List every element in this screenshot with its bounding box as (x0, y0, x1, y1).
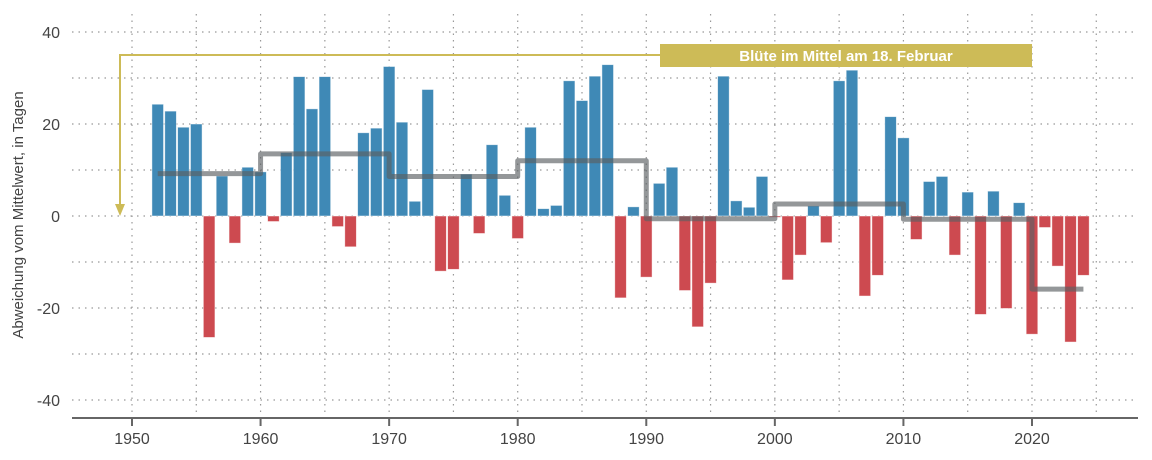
bar-1986 (588, 75, 602, 217)
annotation-label: Blüte im Mittel am 18. Februar (739, 48, 953, 65)
bar-2023 (1064, 215, 1077, 343)
bar-1979 (498, 194, 512, 217)
annotation-arrow-line (119, 54, 660, 206)
bar-1957 (215, 175, 229, 217)
bar-2014 (948, 215, 962, 256)
bar-2012 (922, 181, 936, 217)
bar-1987 (601, 64, 614, 217)
annotation-box (660, 44, 1032, 67)
bar-1978 (485, 144, 499, 217)
bar-1998 (742, 206, 756, 217)
bar-1989 (627, 206, 640, 217)
bar-1984 (562, 80, 576, 217)
bar-2007 (858, 215, 872, 297)
bar-1983 (550, 205, 563, 217)
bar-2008 (871, 215, 884, 276)
x-tick-label: 1950 (114, 431, 150, 448)
bar-2024 (1077, 215, 1090, 276)
bar-2022 (1051, 215, 1064, 267)
decade-mean-line (157, 151, 1084, 292)
bar-1973 (421, 89, 434, 217)
bar-1962 (280, 152, 293, 217)
annotation: Blüte im Mittel am 18. Februar (115, 44, 1032, 216)
x-tick-label: 1980 (500, 431, 536, 448)
bar-1976 (460, 173, 473, 217)
bar-1964 (305, 108, 319, 217)
y-tick-label: 0 (51, 209, 60, 226)
bar-1974 (434, 215, 447, 272)
x-tick-label: 2000 (757, 431, 793, 448)
bar-2006 (845, 69, 859, 217)
bar-1988 (614, 215, 627, 299)
bar-1993 (678, 215, 692, 291)
y-axis-label: Abweichung vom Mittelwert, in Tagen (10, 91, 27, 338)
bar-1977 (472, 215, 486, 234)
bar-1996 (717, 75, 730, 217)
bar-1955 (190, 123, 203, 217)
bar-2011 (910, 215, 923, 240)
y-tick-label: 40 (42, 25, 60, 42)
bar-1963 (292, 76, 306, 217)
bar-2021 (1038, 215, 1052, 228)
bar-2002 (794, 215, 807, 256)
bar-1985 (575, 100, 589, 217)
bar-1956 (202, 215, 216, 338)
bar-1992 (665, 166, 679, 217)
bar-1975 (447, 215, 460, 270)
bar-1999 (755, 176, 769, 217)
x-tick-label: 2010 (886, 431, 922, 448)
x-tick-label: 2020 (1014, 431, 1050, 448)
bar-2015 (961, 191, 974, 217)
bar-1959 (241, 166, 254, 217)
bar-2005 (832, 80, 846, 217)
bar-1981 (524, 126, 537, 217)
bar-2018 (1000, 215, 1013, 309)
bar-1970 (382, 66, 396, 217)
bar-1991 (652, 182, 666, 217)
bar-2019 (1012, 202, 1026, 217)
bar-2001 (781, 215, 794, 281)
bar-1982 (537, 208, 550, 217)
bar-1997 (730, 200, 743, 217)
bar-1980 (511, 215, 524, 239)
decade-mean-path (157, 151, 1084, 292)
y-tick-label: -20 (37, 301, 60, 318)
bar-1953 (164, 110, 177, 217)
bar-1971 (395, 121, 409, 217)
bar-1995 (704, 215, 717, 284)
bar-1952 (151, 103, 164, 217)
x-tick-label: 1970 (371, 431, 407, 448)
x-tick-label: 1960 (243, 431, 279, 448)
bar-1958 (228, 215, 242, 244)
bar-2003 (807, 205, 820, 217)
bar-2017 (987, 190, 1000, 217)
bar-1968 (357, 132, 370, 217)
y-tick-label: 20 (42, 117, 60, 134)
bar-1969 (370, 127, 383, 217)
annotation-arrow-head (115, 204, 125, 216)
bar-2016 (974, 215, 987, 315)
bar-1961 (267, 215, 280, 222)
bar-1994 (691, 215, 704, 328)
bar-1967 (344, 215, 357, 248)
bar-2004 (820, 215, 833, 244)
bar-1960 (254, 171, 267, 217)
x-tick-label: 1990 (628, 431, 664, 448)
bars (151, 64, 1090, 343)
bar-1965 (318, 76, 332, 217)
axes: 1950 1960 1970 1980 1990 2000 2010 2020 40 20 0 -20… (37, 25, 1138, 448)
y-tick-label: -40 (37, 393, 60, 410)
bar-2013 (935, 176, 949, 217)
bar-1990 (640, 215, 653, 278)
bar-1966 (331, 215, 344, 227)
bar-2009 (884, 116, 897, 217)
bar-1972 (408, 200, 422, 217)
